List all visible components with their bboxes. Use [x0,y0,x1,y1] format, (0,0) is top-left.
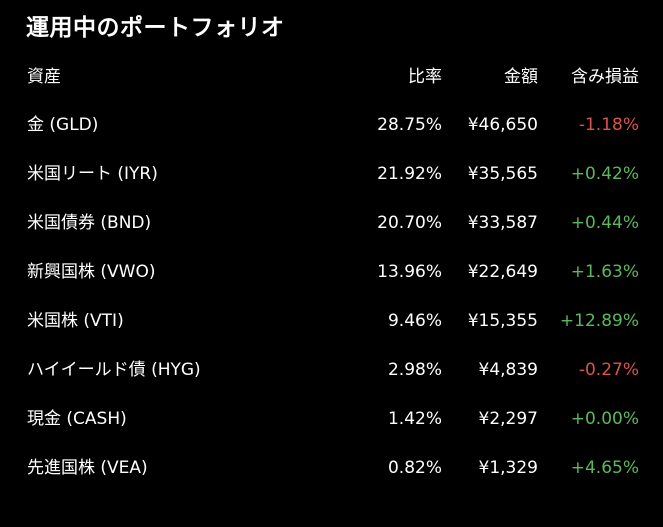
asset-name: 現金 (CASH) [27,409,127,429]
asset-amount: ¥33,587 [467,213,538,233]
asset-name: 新興国株 (VWO) [27,262,156,282]
header-ratio: 比率 [408,67,442,87]
asset-unrealized-pl: +1.63% [570,262,639,282]
asset-ratio: 21.92% [377,164,442,184]
header-asset: 資産 [27,67,61,87]
table-row: ハイイールド債 (HYG) 2.98% ¥4,839 -0.27% [0,355,663,385]
asset-name: 金 (GLD) [27,115,99,135]
asset-name: 先進国株 (VEA) [27,458,148,478]
table-row: 先進国株 (VEA) 0.82% ¥1,329 +4.65% [0,453,663,483]
asset-unrealized-pl: +12.89% [559,311,639,331]
asset-ratio: 2.98% [387,360,442,380]
table-row: 米国債券 (BND) 20.70% ¥33,587 +0.44% [0,208,663,238]
asset-ratio: 9.46% [387,311,442,331]
asset-unrealized-pl: -0.27% [578,360,639,380]
asset-name: ハイイールド債 (HYG) [27,360,201,380]
asset-ratio: 28.75% [377,115,442,135]
table-row: 金 (GLD) 28.75% ¥46,650 -1.18% [0,110,663,140]
table-row: 米国株 (VTI) 9.46% ¥15,355 +12.89% [0,306,663,336]
asset-ratio: 13.96% [377,262,442,282]
asset-amount: ¥22,649 [467,262,538,282]
asset-name: 米国債券 (BND) [27,213,152,233]
asset-ratio: 20.70% [377,213,442,233]
asset-ratio: 1.42% [387,409,442,429]
asset-amount: ¥2,297 [478,409,538,429]
asset-unrealized-pl: +0.00% [570,409,639,429]
asset-amount: ¥46,650 [467,115,538,135]
asset-unrealized-pl: +0.44% [570,213,639,233]
page-title: 運用中のポートフォリオ [26,15,285,41]
header-amount: 金額 [504,67,538,87]
asset-amount: ¥15,355 [467,311,538,331]
asset-name: 米国株 (VTI) [27,311,124,331]
asset-unrealized-pl: -1.18% [578,115,639,135]
asset-unrealized-pl: +4.65% [570,458,639,478]
asset-name: 米国リート (IYR) [27,164,158,184]
table-header: 資産 比率 金額 含み損益 [0,62,663,92]
table-row: 米国リート (IYR) 21.92% ¥35,565 +0.42% [0,159,663,189]
table-row: 新興国株 (VWO) 13.96% ¥22,649 +1.63% [0,257,663,287]
header-unrealized-pl: 含み損益 [571,67,639,87]
asset-ratio: 0.82% [387,458,442,478]
asset-amount: ¥35,565 [467,164,538,184]
asset-amount: ¥1,329 [478,458,538,478]
table-row: 現金 (CASH) 1.42% ¥2,297 +0.00% [0,404,663,434]
asset-unrealized-pl: +0.42% [570,164,639,184]
asset-amount: ¥4,839 [478,360,538,380]
